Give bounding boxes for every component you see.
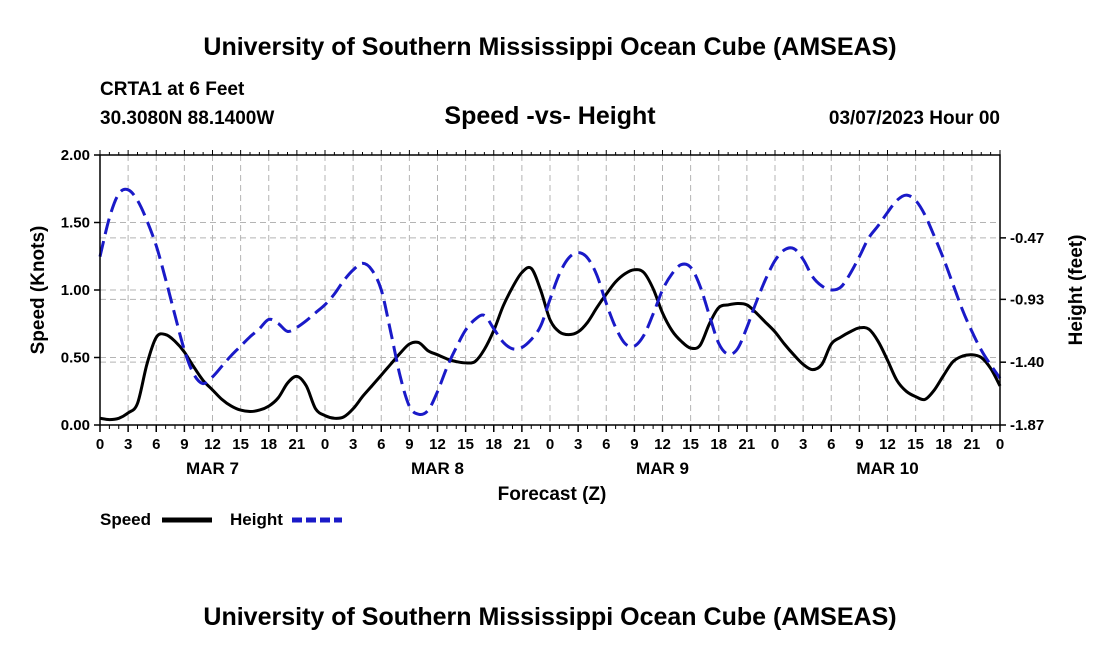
x-tick-label-6: 18	[260, 436, 277, 453]
y-axis-ticks: 0.00 0.50 1.00 1.50 2.00	[61, 147, 100, 434]
x-tick-label-21: 15	[682, 436, 699, 453]
y2-axis-ticks: -0.47 -0.93 -1.40 -1.87	[1000, 230, 1044, 434]
y-tick-label-0: 0.00	[61, 417, 90, 434]
y-tick-label-4: 2.00	[61, 147, 90, 164]
x-tick-label-28: 12	[879, 436, 896, 453]
y2-tick-label-0: -0.47	[1010, 230, 1044, 247]
x-tick-label-30: 18	[935, 436, 952, 453]
x-tick-label-25: 3	[799, 436, 807, 453]
footer-title: University of Southern Mississippi Ocean…	[203, 603, 896, 631]
y2-tick-label-2: -1.40	[1010, 354, 1044, 371]
coordinates-label: 30.3080N 88.1400W	[100, 108, 274, 129]
x-tick-label-19: 9	[630, 436, 638, 453]
x-tick-label-24: 0	[771, 436, 779, 453]
date-label-1: MAR 8	[411, 459, 464, 478]
x-tick-label-31: 21	[964, 436, 981, 453]
y-axis-title: Speed (Knots)	[28, 226, 49, 355]
plot-frame	[99, 154, 1001, 426]
x-axis-title: Forecast (Z)	[498, 484, 607, 505]
legend-speed-label: Speed	[100, 510, 151, 529]
plot-series	[98, 187, 1002, 422]
x-tick-label-2: 6	[152, 436, 160, 453]
x-tick-label-1: 3	[124, 436, 132, 453]
y-tick-label-3: 1.50	[61, 215, 90, 232]
date-label-0: MAR 7	[186, 459, 239, 478]
x-tick-label-15: 21	[514, 436, 531, 453]
x-tick-label-4: 12	[204, 436, 221, 453]
y2-tick-label-3: -1.87	[1010, 417, 1044, 434]
series-line-height	[98, 187, 1002, 417]
series-line-speed	[99, 265, 1002, 422]
x-tick-label-8: 0	[321, 436, 329, 453]
x-tick-label-7: 21	[289, 436, 306, 453]
issued-datetime: 03/07/2023 Hour 00	[829, 108, 1000, 129]
x-tick-label-5: 15	[232, 436, 249, 453]
y2-axis-title: Height (feet)	[1066, 235, 1087, 346]
x-tick-label-13: 15	[457, 436, 474, 453]
x-tick-label-22: 18	[710, 436, 727, 453]
x-tick-label-3: 9	[180, 436, 188, 453]
chart-title: Speed -vs- Height	[444, 102, 656, 130]
y2-tick-label-1: -0.93	[1010, 291, 1044, 308]
x-tick-label-0: 0	[96, 436, 104, 453]
y-tick-label-2: 1.00	[61, 282, 90, 299]
x-tick-label-16: 0	[546, 436, 554, 453]
x-tick-label-9: 3	[349, 436, 357, 453]
chart-grid	[100, 155, 1000, 425]
x-axis-ticks: 0 3 6 9 12 15 18 21 0 3 6 9 12 15 18 21 0 3 6 9 12 15 18 21 0 3 6 9…	[96, 150, 1004, 453]
x-tick-label-17: 3	[574, 436, 582, 453]
date-label-2: MAR 9	[636, 459, 689, 478]
legend-height-label: Height	[230, 510, 283, 529]
x-tick-label-10: 6	[377, 436, 385, 453]
x-tick-label-20: 12	[654, 436, 671, 453]
x-tick-label-27: 9	[855, 436, 863, 453]
x-tick-label-18: 6	[602, 436, 610, 453]
page-title: University of Southern Mississippi Ocean…	[203, 33, 896, 61]
date-labels: MAR 7 MAR 8 MAR 9 MAR 10	[186, 459, 919, 478]
station-label: CRTA1 at 6 Feet	[100, 79, 245, 100]
x-tick-label-26: 6	[827, 436, 835, 453]
x-tick-label-12: 12	[429, 436, 446, 453]
x-tick-label-23: 21	[739, 436, 756, 453]
x-tick-label-11: 9	[405, 436, 413, 453]
x-tick-label-29: 15	[907, 436, 924, 453]
y-tick-label-1: 0.50	[61, 350, 90, 367]
legend: Speed Height	[100, 510, 342, 529]
x-tick-label-32: 0	[996, 436, 1004, 453]
x-tick-label-14: 18	[485, 436, 502, 453]
date-label-3: MAR 10	[856, 459, 918, 478]
